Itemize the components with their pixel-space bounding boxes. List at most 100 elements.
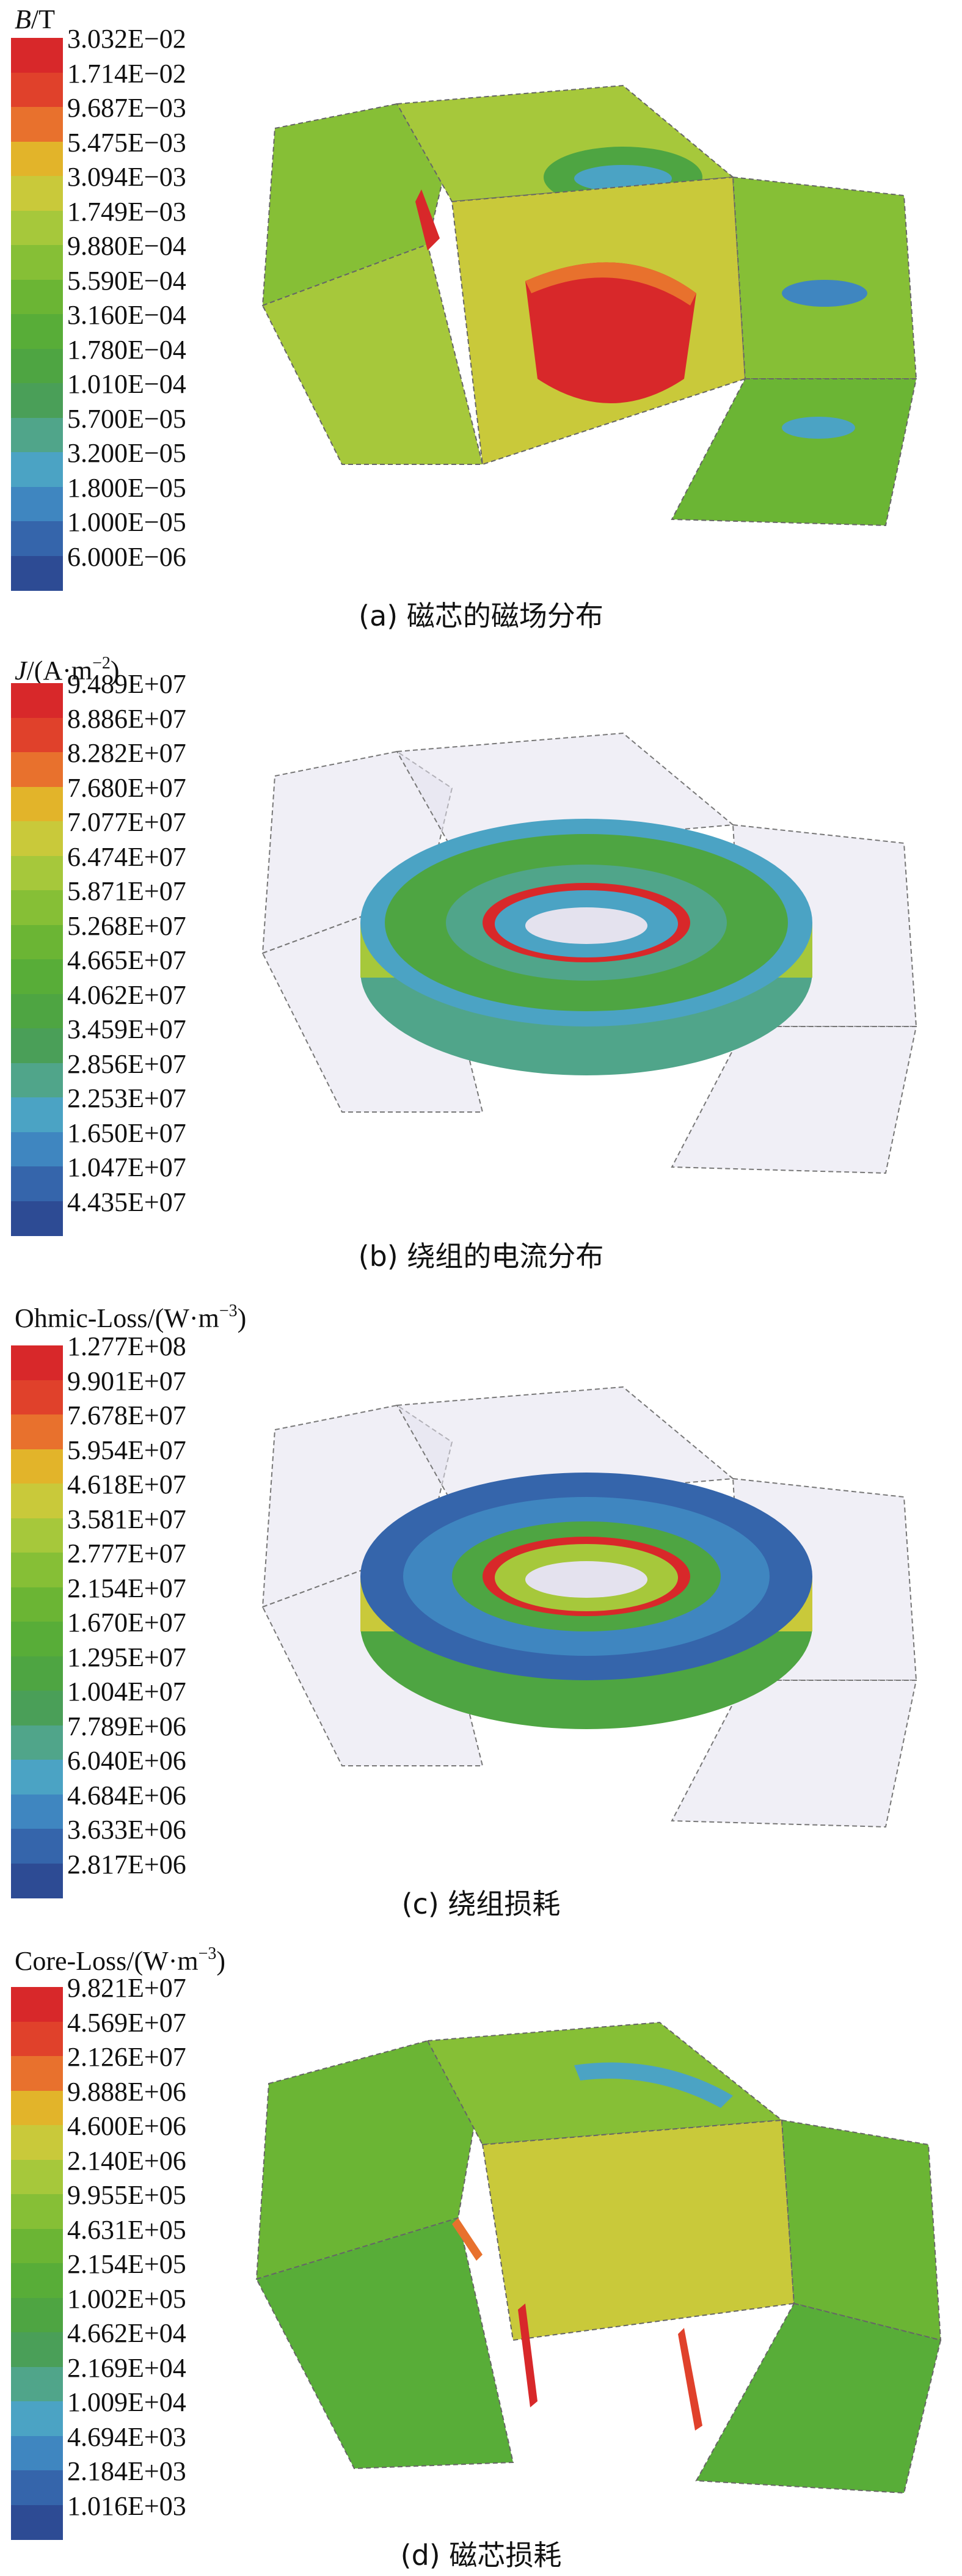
figure-panel-c: Ohmic-Loss/(W·m−3) 1.277E+08 9.901E+07 7.6… [0,1289,962,1931]
legend-tick-label: 8.282E+07 [67,738,186,768]
legend-title-exponent: −3 [198,1944,217,1963]
legend-swatch [11,1028,63,1064]
legend-tick-label: 5.871E+07 [67,876,186,906]
legend-swatch [11,2194,63,2230]
legend-title-close: ) [110,656,120,686]
winding-loss-plot [261,1386,917,1828]
legend-swatch [11,890,63,926]
legend-tick-label: 9.901E+07 [67,1366,186,1396]
core-right-blue-2 [782,417,855,439]
legend-tick-label: 2.253E+07 [67,1083,186,1113]
legend-swatch [11,38,63,73]
legend-tick-label: 4.062E+07 [67,979,186,1010]
legend-tick-label: 7.680E+07 [67,772,186,803]
legend-swatch [11,1863,63,1898]
legend-tick-label: 6.474E+07 [67,841,186,872]
legend-swatch [11,1691,63,1726]
legend-swatch [11,786,63,822]
legend-tick-label: 2.154E+05 [67,2249,186,2279]
legend-tick-label: 4.662E+04 [67,2318,186,2348]
legend-swatch [11,717,63,753]
legend-tick-label: 4.684E+06 [67,1780,186,1810]
legend-swatch [11,2401,63,2437]
core-right-block [732,176,917,379]
legend-tick-label: 5.268E+07 [67,910,186,941]
legend-tick-label: 5.475E−03 [67,127,186,158]
legend-tick-label: 2.169E+04 [67,2352,186,2383]
legend-swatch [11,752,63,788]
figure-caption: (b) 绕组的电流分布 [358,1240,604,1273]
legend-title-exponent: −2 [92,654,111,673]
legend-swatch [11,2021,63,2057]
legend-swatch [11,1484,63,1519]
legend-tick-label: 9.821E+07 [67,1973,186,2003]
legend-swatch [11,521,63,557]
legend-tick-label: 3.459E+07 [67,1014,186,1044]
legend-tick-label: 2.817E+06 [67,1849,186,1879]
legend-title: Ohmic-Loss/(W·m−3) [15,1295,246,1334]
legend-tick-label: 4.618E+07 [67,1469,186,1499]
legend-tick-label: 4.665E+07 [67,945,186,975]
core-geometry [261,84,917,527]
legend-swatch [11,555,63,591]
core-hotspot [525,262,696,403]
legend-tick-label: 1.670E+07 [67,1608,186,1637]
legend-tick-label: 1.016E+03 [67,2490,186,2521]
legend-title-unit: Ohmic-Loss/(W·m [15,1303,219,1333]
legend-title-exponent: −3 [219,1301,238,1320]
legend-swatch [11,279,63,315]
figure-caption: (c) 绕组损耗 [401,1887,561,1920]
legend-tick-label: 1.650E+07 [67,1118,186,1148]
legend-tick-label: 1.749E−03 [67,196,186,227]
legend-swatch [11,1166,63,1202]
legend-swatch [11,452,63,488]
legend-tick-label: 4.600E+06 [67,2111,186,2141]
legend-swatch [11,72,63,108]
figure-panel-b: J/(A·m−2) 9.489E+07 8.886E+07 8.282E+07 7.6… [0,648,962,1289]
legend-swatch [11,959,63,995]
legend-tick-label: 2.140E+06 [67,2145,186,2176]
legend-swatch [11,1725,63,1760]
legend-swatch [11,1760,63,1795]
legend-swatch [11,1587,63,1622]
legend-tick-label: 2.856E+07 [67,1048,186,1079]
legend-tick-label: 1.000E−05 [67,507,186,537]
core-left-front [261,243,484,465]
core-field-plot [261,84,917,527]
legend-swatch [11,1987,63,2022]
legend-tick-label: 1.277E+08 [67,1331,186,1361]
legend-tick-label: 1.009E+04 [67,2387,186,2417]
legend-swatch [11,924,63,960]
legend-title-symbol: J [15,656,27,686]
legend-tick-label: 2.154E+07 [67,1573,186,1603]
legend-tick-label: 9.955E+05 [67,2180,186,2210]
core-geometry [255,2021,942,2494]
legend-tick-label: 5.590E−04 [67,265,186,296]
legend-swatch [11,2470,63,2506]
figure-caption: (a) 磁芯的磁场分布 [359,599,603,632]
legend-tick-label: 6.000E−06 [67,541,186,572]
legend-swatch [11,1656,63,1691]
legend-swatch [11,2505,63,2540]
legend-tick-label: 8.886E+07 [67,703,186,734]
legend-title: Core-Loss/(W·m−3) [15,1938,225,1977]
legend-tick-label: 1.800E−05 [67,472,186,503]
legend-swatch [11,2263,63,2299]
legend-tick-label: 4.569E+07 [67,2007,186,2038]
legend-swatch [11,314,63,349]
legend-tick-label: 2.777E+07 [67,1539,186,1568]
legend-title-unit: Core-Loss/(W·m [15,1946,199,1976]
legend-tick-label: 3.160E−04 [67,300,186,330]
legend-tick-label: 7.077E+07 [67,807,186,837]
legend-tick-label: 3.094E−03 [67,162,186,192]
legend-swatch [11,1449,63,1484]
figure-panel-a: B/T 3.032E−02 1.714E−02 9.687E−03 5.475E−03… [0,0,962,648]
legend-tick-label: 9.888E+06 [67,2076,186,2107]
legend-swatch [11,1518,63,1553]
legend-swatch [11,1201,63,1236]
legend-tick-label: 1.780E−04 [67,334,186,365]
legend-swatch [11,417,63,453]
legend-swatch [11,683,63,719]
legend-swatch [11,2435,63,2471]
legend-swatch [11,993,63,1029]
